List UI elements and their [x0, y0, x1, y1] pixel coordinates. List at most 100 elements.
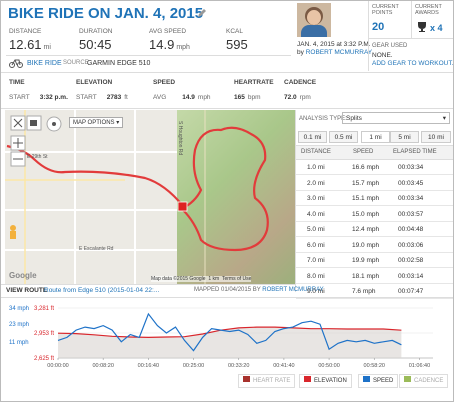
row-line: [296, 189, 453, 191]
tab[interactable]: 10 mi: [421, 131, 451, 143]
summary-value: 165 bpm: [234, 94, 261, 101]
cell: 18.1 mph: [352, 272, 380, 280]
stat-value: 12.61 mi: [9, 37, 51, 52]
row-line: [296, 251, 453, 253]
avatar[interactable]: [297, 3, 331, 37]
y-tick-label: 2,953 ft: [34, 331, 54, 337]
row-line: [296, 205, 453, 206]
stat-number: 595: [226, 37, 248, 52]
stat-value: 595: [226, 37, 248, 52]
legend-label: SPEED: [373, 378, 394, 384]
y-tick-label: 34 mph: [9, 306, 29, 312]
edit-icon[interactable]: [197, 8, 207, 18]
cell: 00:04:48: [398, 226, 424, 233]
x-tick-label: 00:00:00: [47, 363, 68, 369]
cell: 7.0 mi: [307, 257, 325, 264]
bike-icon: [9, 59, 23, 68]
cell: 00:03:34: [398, 164, 424, 171]
mapped-by: BY: [252, 287, 261, 293]
stat-number: 12.61: [9, 37, 42, 52]
map-options[interactable]: MAP OPTIONS ▾: [69, 117, 124, 128]
legend-item[interactable]: ELEVATION: [299, 374, 352, 388]
cell: 15.0 mph: [352, 210, 380, 218]
elevation-area: [58, 327, 402, 358]
source: GARMIN EDGE 510: [87, 60, 151, 67]
user-name[interactable]: ROBERT MCMURRAY: [305, 49, 373, 56]
stat-number: 14.9: [149, 37, 175, 52]
summary-sub: AVG: [153, 94, 167, 101]
mapped-name[interactable]: ROBERT MCMURRAY: [262, 287, 324, 293]
stat-value: 50:45: [79, 37, 112, 52]
row-line: [296, 298, 453, 299]
cell: 8.0 mi: [307, 272, 325, 280]
x-tick-label: 00:08:20: [92, 363, 113, 369]
column-header: SPEED: [353, 149, 374, 155]
cell: 00:03:57: [398, 210, 424, 218]
summary-unit: rpm: [299, 94, 311, 101]
table-header: [296, 145, 453, 160]
tab[interactable]: 0.1 mi: [298, 131, 327, 143]
x-tick-label: 00:41:40: [273, 363, 294, 369]
points-box: CURRENT POINTS 20: [368, 1, 411, 39]
points: 20: [372, 21, 385, 33]
trophy-icon: [418, 22, 426, 32]
cell: 15.7 mph: [352, 179, 380, 187]
cell: 15.1 mph: [352, 195, 380, 202]
terms[interactable]: Terms of Use: [221, 276, 252, 282]
x-tick-label: 00:33:20: [228, 363, 249, 369]
row-line: [296, 282, 453, 284]
stat-unit: mi: [43, 44, 51, 51]
cell: 6.0 mi: [307, 241, 325, 249]
y-tick-label: 11 mph: [9, 340, 29, 346]
summary-number: 14.9: [182, 94, 195, 101]
row-line: [296, 267, 453, 268]
cell: 9.0 mi: [307, 288, 325, 295]
analysis-select[interactable]: Splits ▾: [342, 112, 450, 124]
cell: 5.0 mi: [307, 226, 325, 233]
summary-label: HEARTRATE: [234, 79, 274, 86]
legend-swatch: [243, 376, 250, 382]
street-map[interactable]: [5, 110, 177, 284]
tab[interactable]: 0.5 mi: [329, 131, 358, 143]
cell: 00:07:47: [398, 288, 424, 295]
y-tick-label: 3,281 ft: [34, 306, 54, 312]
divider: [1, 72, 453, 73]
y-tick-label: 23 mph: [9, 322, 29, 328]
map-options-label: MAP OPTIONS: [73, 120, 115, 126]
cell: 16.6 mph: [352, 164, 380, 171]
tab[interactable]: 1 mi: [361, 131, 390, 143]
x-tick-label: 00:50:00: [318, 363, 339, 369]
row-line: [296, 236, 453, 237]
activity-type[interactable]: BIKE RIDE: [27, 60, 62, 67]
legend-item[interactable]: CADENCE: [399, 374, 449, 388]
summary-unit: ft: [124, 94, 128, 101]
legend-swatch: [363, 376, 370, 382]
title: BIKE RIDE ON JAN. 4, 2015: [8, 5, 204, 22]
add-gear-link[interactable]: ADD GEAR TO WORKOUT.: [372, 60, 454, 67]
row-line: [296, 220, 453, 222]
summary-sub: START: [9, 94, 30, 101]
summary-label: CADENCE: [284, 79, 317, 86]
street-label: S Houghton Rd: [177, 121, 183, 156]
stat-label: DISTANCE: [9, 28, 42, 35]
x-tick-label: 00:16:40: [138, 363, 159, 369]
awards-label: CURRENT AWARDS: [415, 4, 442, 16]
divider: [1, 284, 295, 285]
scale: 1 km: [208, 276, 220, 282]
cell: 00:02:58: [398, 257, 424, 264]
mapped: MAPPED 01/04/2015: [194, 287, 252, 293]
legend-item[interactable]: SPEED: [358, 374, 399, 388]
x-tick-label: 00:58:20: [364, 363, 385, 369]
cell: 12.4 mph: [352, 226, 380, 233]
route-name[interactable]: Route from Edge 510 (2015-01-04 22:...: [44, 287, 160, 294]
cell: 7.6 mph: [352, 288, 376, 295]
legend-item[interactable]: HEART RATE: [238, 374, 296, 388]
row-line: [296, 174, 453, 175]
legend-label: HEART RATE: [253, 378, 291, 384]
tab[interactable]: 5 mi: [390, 131, 419, 143]
cell: 1.0 mi: [307, 164, 325, 171]
route-map: [5, 110, 269, 284]
points-label: CURRENT POINTS: [372, 4, 399, 16]
awards: x 4: [430, 23, 443, 33]
